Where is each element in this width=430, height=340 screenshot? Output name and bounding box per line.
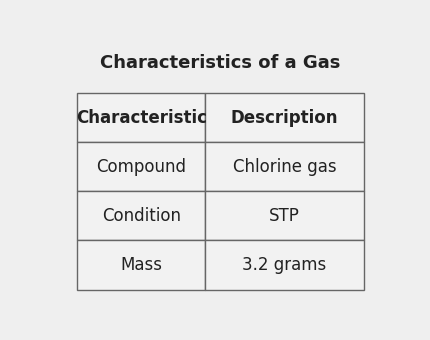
Bar xyxy=(77,191,206,240)
Bar xyxy=(206,240,364,289)
Bar xyxy=(206,142,364,191)
Text: Description: Description xyxy=(231,109,338,127)
Text: Condition: Condition xyxy=(102,207,181,225)
Text: STP: STP xyxy=(269,207,300,225)
Bar xyxy=(77,240,206,289)
Bar xyxy=(77,93,206,142)
Bar xyxy=(206,93,364,142)
Text: 3.2 grams: 3.2 grams xyxy=(243,256,327,274)
Text: Chlorine gas: Chlorine gas xyxy=(233,158,336,176)
Text: Mass: Mass xyxy=(120,256,162,274)
Bar xyxy=(77,142,206,191)
Text: Compound: Compound xyxy=(96,158,186,176)
Text: Characteristics of a Gas: Characteristics of a Gas xyxy=(100,54,341,72)
Text: Characteristic: Characteristic xyxy=(76,109,207,127)
Bar xyxy=(206,191,364,240)
